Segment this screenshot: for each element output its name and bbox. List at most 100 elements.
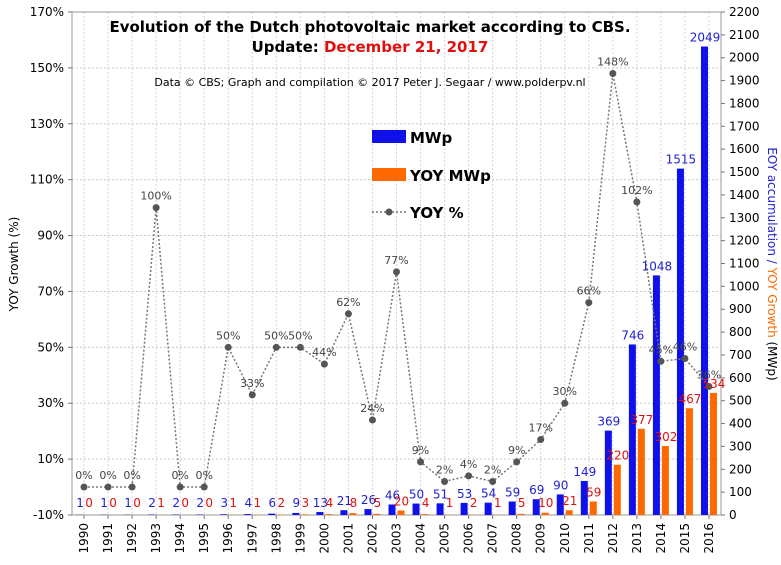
label-mwp-value: 69 [529, 483, 544, 497]
chart-title-line2: Update: December 21, 2017 [252, 38, 489, 56]
bar-mwp [652, 275, 660, 515]
yoy-percent-point [200, 483, 208, 491]
label-mwp-value: 46 [385, 488, 400, 502]
right-tick-label: 2100 [729, 28, 760, 42]
right-tick-label: 1700 [729, 119, 760, 133]
right-tick-label: 900 [729, 302, 752, 316]
chart-credit: Data © CBS; Graph and compilation © 2017… [154, 76, 585, 89]
label-yoy-percent: 102% [621, 184, 652, 197]
label-mwp-value: 746 [621, 328, 644, 342]
x-tick-label: 1993 [149, 523, 163, 554]
x-tick-label: 1996 [221, 523, 235, 554]
x-tick-label: 2003 [390, 523, 404, 554]
label-yoy-mwp-value: 4 [326, 496, 334, 510]
left-tick-label: -10% [33, 508, 64, 522]
x-tick-label: 1998 [269, 523, 283, 554]
bar-yoy-mwp [301, 514, 309, 515]
right-tick-label: 700 [729, 348, 752, 362]
right-tick-label: 400 [729, 417, 752, 431]
bar-mwp [508, 501, 516, 515]
left-axis: -10% 10% 30% 50% 70% 90% 110% 130% 150% 170% [30, 5, 72, 522]
right-tick-label: 800 [729, 325, 752, 339]
left-tick-label: 10% [37, 452, 64, 466]
left-tick-label: 130% [30, 117, 64, 131]
yoy-percent-line [80, 69, 713, 491]
label-yoy-percent: 33% [240, 377, 264, 390]
right-tick-label: 2200 [729, 5, 760, 19]
legend-swatch-yoy-mwp [372, 168, 406, 181]
label-yoy-percent: 0% [75, 469, 92, 482]
label-mwp-value: 21 [337, 494, 352, 508]
yoy-percent-point [513, 458, 521, 466]
bar-mwp [604, 430, 612, 515]
x-tick-label: 1997 [245, 523, 259, 554]
label-yoy-mwp-value: 1 [229, 496, 237, 510]
label-yoy-mwp-value: 0 [109, 496, 117, 510]
label-yoy-percent: 9% [412, 444, 429, 457]
legend-swatch-mwp [372, 130, 406, 143]
bar-yoy-mwp [613, 464, 621, 515]
right-tick-label: 1500 [729, 165, 760, 179]
label-yoy-percent: 2% [484, 463, 501, 476]
label-yoy-percent: 77% [384, 254, 408, 267]
right-axis: 0 100 200 300 400 500 600 700 800 900 1000 1100 1200… [721, 5, 760, 522]
x-tick-label: 2015 [678, 523, 692, 554]
bar-yoy-mwp [349, 513, 357, 515]
label-mwp-value: 1048 [642, 259, 673, 273]
label-mwp-value: 26 [361, 493, 376, 507]
label-yoy-mwp-value: 5 [518, 496, 526, 510]
label-mwp-value: 90 [553, 478, 568, 492]
yoy-percent-point [152, 204, 160, 212]
label-mwp-value: 369 [597, 415, 620, 429]
label-yoy-mwp-value: 0 [181, 496, 189, 510]
bar-yoy-mwp [397, 510, 405, 515]
left-tick-label: 90% [37, 229, 64, 243]
label-yoy-percent: 62% [336, 296, 360, 309]
bar-yoy-mwp [325, 514, 333, 515]
legend: MWp YOY MWp YOY % [372, 129, 491, 222]
update-prefix: Update: [252, 38, 324, 56]
label-mwp-value: 6 [268, 496, 276, 510]
label-yoy-mwp-value: 302 [654, 430, 677, 444]
label-yoy-mwp-value: 377 [630, 413, 653, 427]
label-yoy-mwp-value: 1 [446, 496, 454, 510]
label-yoy-percent: 66% [577, 285, 601, 298]
legend-label-yoy-pct: YOY % [409, 204, 464, 222]
label-yoy-percent: 0% [171, 469, 188, 482]
label-mwp-value: 50 [409, 488, 424, 502]
yoy-percent-point [633, 198, 641, 206]
right-tick-label: 0 [729, 508, 737, 522]
yoy-percent-point [705, 382, 713, 390]
label-yoy-mwp-value: 2 [470, 496, 478, 510]
yoy-percent-point [80, 483, 88, 491]
label-mwp-value: 1515 [666, 153, 697, 167]
x-tick-label: 2008 [510, 523, 524, 554]
right-axis-title-part3: (MWp) [765, 338, 779, 381]
label-yoy-percent: 50% [288, 329, 312, 342]
label-yoy-percent: 17% [528, 422, 552, 435]
x-tick-label: 2002 [365, 523, 379, 554]
left-axis-title: YOY Growth (%) [7, 217, 21, 313]
right-tick-label: 600 [729, 371, 752, 385]
right-tick-label: 1900 [729, 74, 760, 88]
label-mwp-value: 1 [100, 496, 108, 510]
right-tick-label: 2000 [729, 51, 760, 65]
label-mwp-value: 2 [196, 496, 204, 510]
x-tick-label: 2013 [630, 523, 644, 554]
bars [76, 46, 717, 516]
x-tick-label: 1990 [77, 523, 91, 554]
label-yoy-mwp-value: 2 [277, 496, 285, 510]
label-yoy-percent: 0% [195, 469, 212, 482]
x-tick-label: 2011 [582, 523, 596, 554]
x-tick-label: 1992 [125, 523, 139, 554]
label-yoy-mwp-value: 467 [678, 392, 701, 406]
x-tick-label: 2010 [558, 523, 572, 554]
yoy-percent-point [585, 299, 593, 307]
label-yoy-mwp-value: 5 [374, 496, 382, 510]
label-yoy-mwp-value: 0 [85, 496, 93, 510]
right-tick-label: 1400 [729, 188, 760, 202]
x-axis: 1990 1991 1992 1993 1994 1995 1996 1997 1998 1999… [77, 515, 716, 554]
yoy-percent-point [441, 477, 449, 485]
label-mwp-value: 13 [313, 496, 328, 510]
right-tick-label: 1200 [729, 234, 760, 248]
